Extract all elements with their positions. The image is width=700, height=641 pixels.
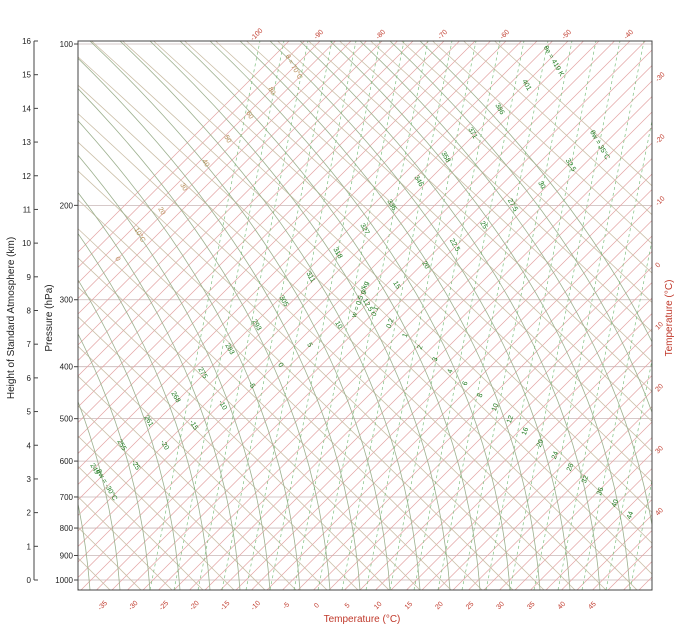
height-tick-label: 7	[27, 340, 32, 349]
pressure-tick-label: 900	[60, 551, 74, 560]
pressure-tick-label: 1000	[55, 576, 73, 585]
height-tick-label: 1	[27, 542, 32, 551]
height-tick-label: 8	[27, 307, 32, 316]
height-tick-label: 15	[22, 71, 31, 80]
height-tick-label: 2	[27, 509, 32, 518]
pressure-tick-label: 400	[60, 363, 74, 372]
height-tick-label: 16	[22, 37, 31, 46]
height-tick-label: 4	[27, 441, 32, 450]
height-tick-label: 13	[22, 138, 31, 147]
height-tick-label: 12	[22, 172, 31, 181]
bottom-temperature-title: Temperature (°C)	[324, 614, 401, 625]
right-temperature-title: Temperature (°C)	[664, 280, 675, 357]
height-tick-label: 3	[27, 475, 32, 484]
height-tick-label: 5	[27, 408, 32, 417]
height-tick-label: 11	[23, 205, 32, 214]
pressure-tick-label: 500	[60, 415, 74, 424]
pressure-tick-label: 300	[60, 296, 74, 305]
pressure-tick-label: 200	[60, 201, 74, 210]
height-tick-label: 14	[22, 104, 31, 113]
pressure-tick-label: 700	[60, 493, 74, 502]
pressure-tick-label: 600	[60, 457, 74, 466]
height-tick-label: 6	[27, 374, 32, 383]
height-tick-label: 10	[22, 239, 31, 248]
height-tick-label: 9	[27, 273, 32, 282]
pressure-tick-label: 800	[60, 524, 74, 533]
pressure-axis-title: Pressure (hPa)	[44, 284, 55, 351]
height-tick-label: 0	[27, 576, 32, 585]
height-axis-title: Height of Standard Atmosphere (km)	[6, 237, 17, 399]
pressure-tick-label: 100	[60, 40, 74, 49]
